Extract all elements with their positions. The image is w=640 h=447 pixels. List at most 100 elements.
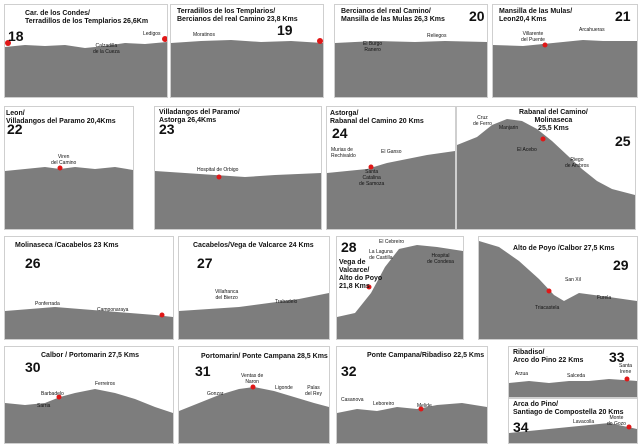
stage-title: Astorga/ Rabanal del Camino 20 Kms (330, 110, 424, 125)
town-label: Manjarin (499, 125, 519, 131)
stage-panel-33: Ribadiso/ Arco do Pino 22 Kms 33 Arzua S… (508, 346, 638, 398)
stage-title: Leon/ Villadangos del Paramo 20,4Kms (6, 110, 116, 125)
town-label: Monte do Gozo (607, 415, 626, 427)
stage-number: 19 (277, 22, 293, 38)
elevation-profile (509, 376, 637, 397)
stage-title: Arca do Pino/ Santiago de Compostella 20… (513, 401, 624, 416)
stage-number: 22 (7, 121, 23, 137)
town-marker (216, 174, 222, 180)
town-label: La Laguna de Castilla (369, 249, 393, 261)
stage-panel-20: Bercianos del real Camino/ Mansilla de l… (334, 4, 488, 98)
stage-number: 28 (341, 239, 357, 255)
stage-panel-21: Mansilla de las Mulas/ Leon20,4 Kms 21 V… (492, 4, 638, 98)
stage-panel-30: Calbor / Portomarin 27,5 Kms 30 Barbadel… (4, 346, 174, 444)
stage-panel-28: 28 Vega de Valcarce/ Alto do Poyo 21,8 K… (336, 236, 464, 340)
elevation-profile (337, 245, 463, 339)
town-label: Triacastela (535, 305, 560, 311)
stage-number: 23 (159, 121, 175, 137)
town-label: El Cebreiro (379, 239, 405, 245)
stage-panel-26: Molinaseca /Cacabelos 23 Kms 26 Ponferra… (4, 236, 174, 340)
stage-panel-29: Alto de Poyo /Calbor 27,5 Kms 29 San Xil… (478, 236, 638, 340)
stage-title: Cacabelos/Vega de Valcarce 24 Kms (193, 242, 314, 249)
town-label: Riego de Ambros (565, 157, 589, 169)
town-label: Calzadilla de la Cueza (93, 43, 120, 55)
elevation-profile (337, 403, 487, 443)
elevation-profile (171, 38, 323, 97)
elevation-profile (479, 241, 637, 339)
town-marker (366, 284, 372, 290)
town-label: Reliegos (427, 33, 447, 39)
stage-title: Bercianos del real Camino/ Mansilla de l… (341, 8, 445, 23)
stage-panel-18: Car. de los Condes/ Terradillos de los T… (4, 4, 168, 98)
town-label: Ledigos (143, 31, 161, 37)
stage-panel-27: Cacabelos/Vega de Valcarce 24 Kms 27 Vil… (178, 236, 330, 340)
town-label: Furela (597, 295, 612, 301)
stage-number: 18 (8, 28, 24, 44)
town-label: Hospital de Orbigo (197, 167, 239, 173)
start-marker (5, 40, 11, 46)
town-label: Ligonde (275, 385, 293, 391)
stage-title: Vega de Valcarce/ Alto do Poyo 21,8 Kms (339, 259, 383, 290)
town-label: Arzua (515, 371, 529, 377)
elevation-profile (509, 423, 637, 443)
town-marker (540, 136, 546, 142)
town-label: Santa Irene (619, 363, 633, 375)
town-label: Ventas de Naron (241, 373, 264, 385)
stage-panel-19: Terradillos de los Templarios/ Bercianos… (170, 4, 324, 98)
end-marker (162, 36, 167, 42)
stage-panel-32: Ponte Campana/Ribadiso 22,5 Kms 32 Casan… (336, 346, 488, 444)
stage-number: 30 (25, 359, 41, 375)
end-marker (159, 312, 165, 318)
stage-title: Calbor / Portomarin 27,5 Kms (41, 352, 140, 359)
town-label: Camponaraya (97, 307, 129, 313)
stage-number: 33 (609, 349, 625, 365)
elevation-profile (335, 41, 487, 97)
stage-number: 32 (341, 363, 357, 379)
elevation-profile (5, 36, 167, 97)
town-label: Sarria (37, 403, 51, 409)
town-label: Ferreiros (95, 381, 116, 387)
stage-number: 29 (613, 257, 629, 273)
elevation-profile (327, 151, 455, 229)
elevation-profile (457, 119, 635, 229)
town-label: Leboreiro (373, 401, 395, 407)
town-marker (418, 406, 424, 412)
town-label: Palas del Rey (305, 385, 322, 397)
town-label: Trabadelo (275, 299, 298, 305)
stage-title: Ribadiso/ Arco do Pino 22 Kms (513, 349, 584, 364)
end-marker (317, 38, 323, 44)
town-marker (57, 165, 63, 171)
end-marker (626, 424, 632, 430)
town-label: Gonzar (207, 391, 224, 397)
end-marker (624, 376, 630, 382)
stage-title: Car. de los Condes/ Terradillos de los T… (25, 10, 149, 25)
stage-title: Alto de Poyo /Calbor 27,5 Kms (513, 245, 615, 252)
town-label: Hospital de Condesa (427, 253, 454, 265)
stage-number: 20 (469, 8, 485, 24)
town-marker (542, 42, 548, 48)
town-marker (368, 164, 374, 170)
town-label: Salceda (567, 373, 586, 379)
town-marker (250, 384, 256, 390)
elevation-profile (155, 171, 321, 229)
town-label: Barbadelo (41, 391, 64, 397)
town-marker (546, 288, 552, 294)
town-label: Moratinos (193, 32, 215, 38)
town-label: El Ganso (381, 149, 402, 155)
stage-title: Terradillos de los Templarios/ Bercianos… (177, 8, 298, 23)
stage-panel-25: Rabanal del Camino/ Molinaseca 25,5 Kms … (456, 106, 636, 230)
stage-number: 26 (25, 255, 41, 271)
town-label: Ponferrada (35, 301, 60, 307)
town-label: Murias de Rechivaldo (331, 147, 356, 159)
town-label: Arcahueras (579, 27, 605, 33)
stage-title: Mansilla de las Mulas/ Leon20,4 Kms (499, 8, 573, 23)
stage-panel-23: Villadangos del Paramo/ Astorga 26,4Kms … (154, 106, 322, 230)
stage-title: Portomarin/ Ponte Campana 28,5 Kms (201, 353, 328, 360)
town-label: Lavacolla (573, 419, 595, 425)
elevation-profile (5, 389, 173, 443)
stage-title: Ponte Campana/Ribadiso 22,5 Kms (367, 352, 485, 359)
stage-title: Rabanal del Camino/ Molinaseca 25,5 Kms (519, 109, 588, 132)
stage-number: 34 (513, 419, 529, 435)
elevation-profile (179, 293, 329, 339)
